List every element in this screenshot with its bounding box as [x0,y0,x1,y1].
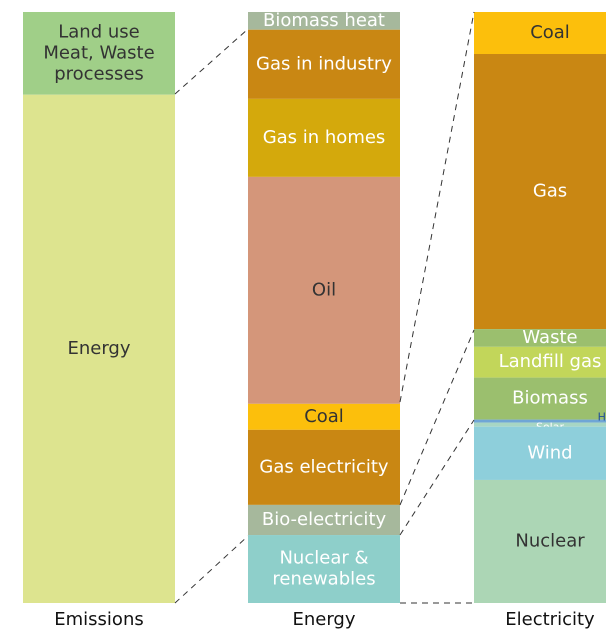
connector [174,535,249,604]
segment-label: Biomass [512,388,588,409]
segment [23,94,175,604]
segment-label: Landfill gas [499,351,602,372]
segment [248,98,400,177]
segment-label: Bio-electricity [262,509,387,530]
segment-label: Gas electricity [259,456,389,477]
segment-label: Wind [527,442,572,463]
segment [474,377,606,420]
segment-label: Meat, Waste [43,42,154,63]
segment-label: Land use [58,21,139,42]
segment [248,29,400,99]
segment-label: Coal [530,22,570,43]
segment-label: Oil [312,279,336,300]
segment-label: Energy [67,338,130,359]
segment-label: Coal [304,406,344,427]
segment [474,479,606,603]
column-label: Emissions [54,609,143,630]
segment [248,403,400,430]
segment-label: processes [54,63,144,84]
segment-label: Nuclear & [279,548,368,569]
column-label: Energy [292,609,355,630]
segment [474,329,606,347]
column-label: Electricity [505,609,595,630]
segment [23,12,175,95]
connector [399,11,475,403]
segment [248,535,400,603]
segment-label: Gas in industry [256,53,392,74]
segment [474,422,606,427]
segment [248,429,400,505]
segment [248,504,400,536]
connector [399,419,475,536]
segment-label: renewables [272,569,375,590]
segment-label: Waste [522,327,577,348]
segment-label: Gas [533,181,567,202]
segment [474,54,606,330]
segment [474,426,606,480]
segment [474,419,606,423]
connector [399,329,475,506]
segment [248,12,400,30]
segment [474,346,606,378]
segment-label: Hydro [598,411,606,424]
connector [174,28,249,95]
segment-label: Nuclear [515,530,585,551]
segment [248,176,400,404]
segment-label: Biomass heat [263,10,385,31]
segment [474,12,606,55]
segment-label: Gas in homes [263,127,386,148]
